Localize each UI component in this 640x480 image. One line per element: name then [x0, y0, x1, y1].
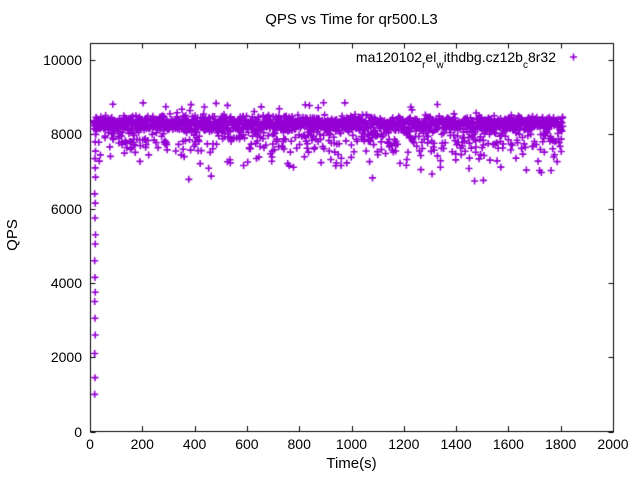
x-tick-label: 400	[182, 436, 207, 452]
legend-label-subscript: c	[522, 59, 528, 71]
y-axis-label: QPS	[4, 219, 21, 251]
x-axis-label: Time(s)	[326, 455, 377, 472]
x-tick-label: 2000	[597, 436, 629, 452]
x-tick-label: 1800	[545, 436, 577, 452]
x-tick-label: 1400	[440, 436, 472, 452]
y-tick-label: 2000	[50, 349, 82, 366]
x-tick-label: 200	[130, 436, 154, 452]
legend-label-text: ma120102	[355, 49, 423, 65]
legend-label-text: 8r32	[527, 49, 556, 65]
x-tick-label: 0	[86, 436, 94, 452]
y-tick-label: 8000	[50, 126, 82, 143]
legend-entry-label: ma120102relwithdbg.cz12bc8r32	[90, 49, 556, 70]
x-tick-label: 1000	[335, 436, 368, 452]
legend-label-text: el	[425, 49, 437, 65]
y-tick-label: 4000	[50, 274, 82, 291]
y-tick-label: 0	[74, 423, 82, 440]
legend-label-subscript: w	[436, 59, 444, 71]
x-tick-label: 800	[287, 436, 311, 452]
legend-label-text: ithdbg.cz12b	[443, 49, 523, 65]
chart-title: QPS vs Time for qr500.L3	[265, 11, 438, 28]
legend-label-subscript: r	[422, 59, 426, 71]
y-tick-label: 6000	[50, 200, 82, 217]
y-tick-label: 10000	[43, 52, 82, 69]
x-tick-label: 600	[235, 436, 259, 452]
x-tick-label: 1600	[492, 436, 524, 452]
x-tick-label: 1200	[388, 436, 420, 452]
